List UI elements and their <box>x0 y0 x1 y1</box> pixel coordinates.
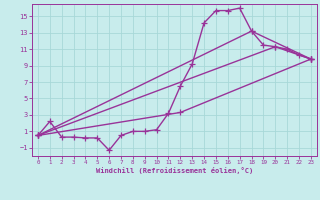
X-axis label: Windchill (Refroidissement éolien,°C): Windchill (Refroidissement éolien,°C) <box>96 167 253 174</box>
